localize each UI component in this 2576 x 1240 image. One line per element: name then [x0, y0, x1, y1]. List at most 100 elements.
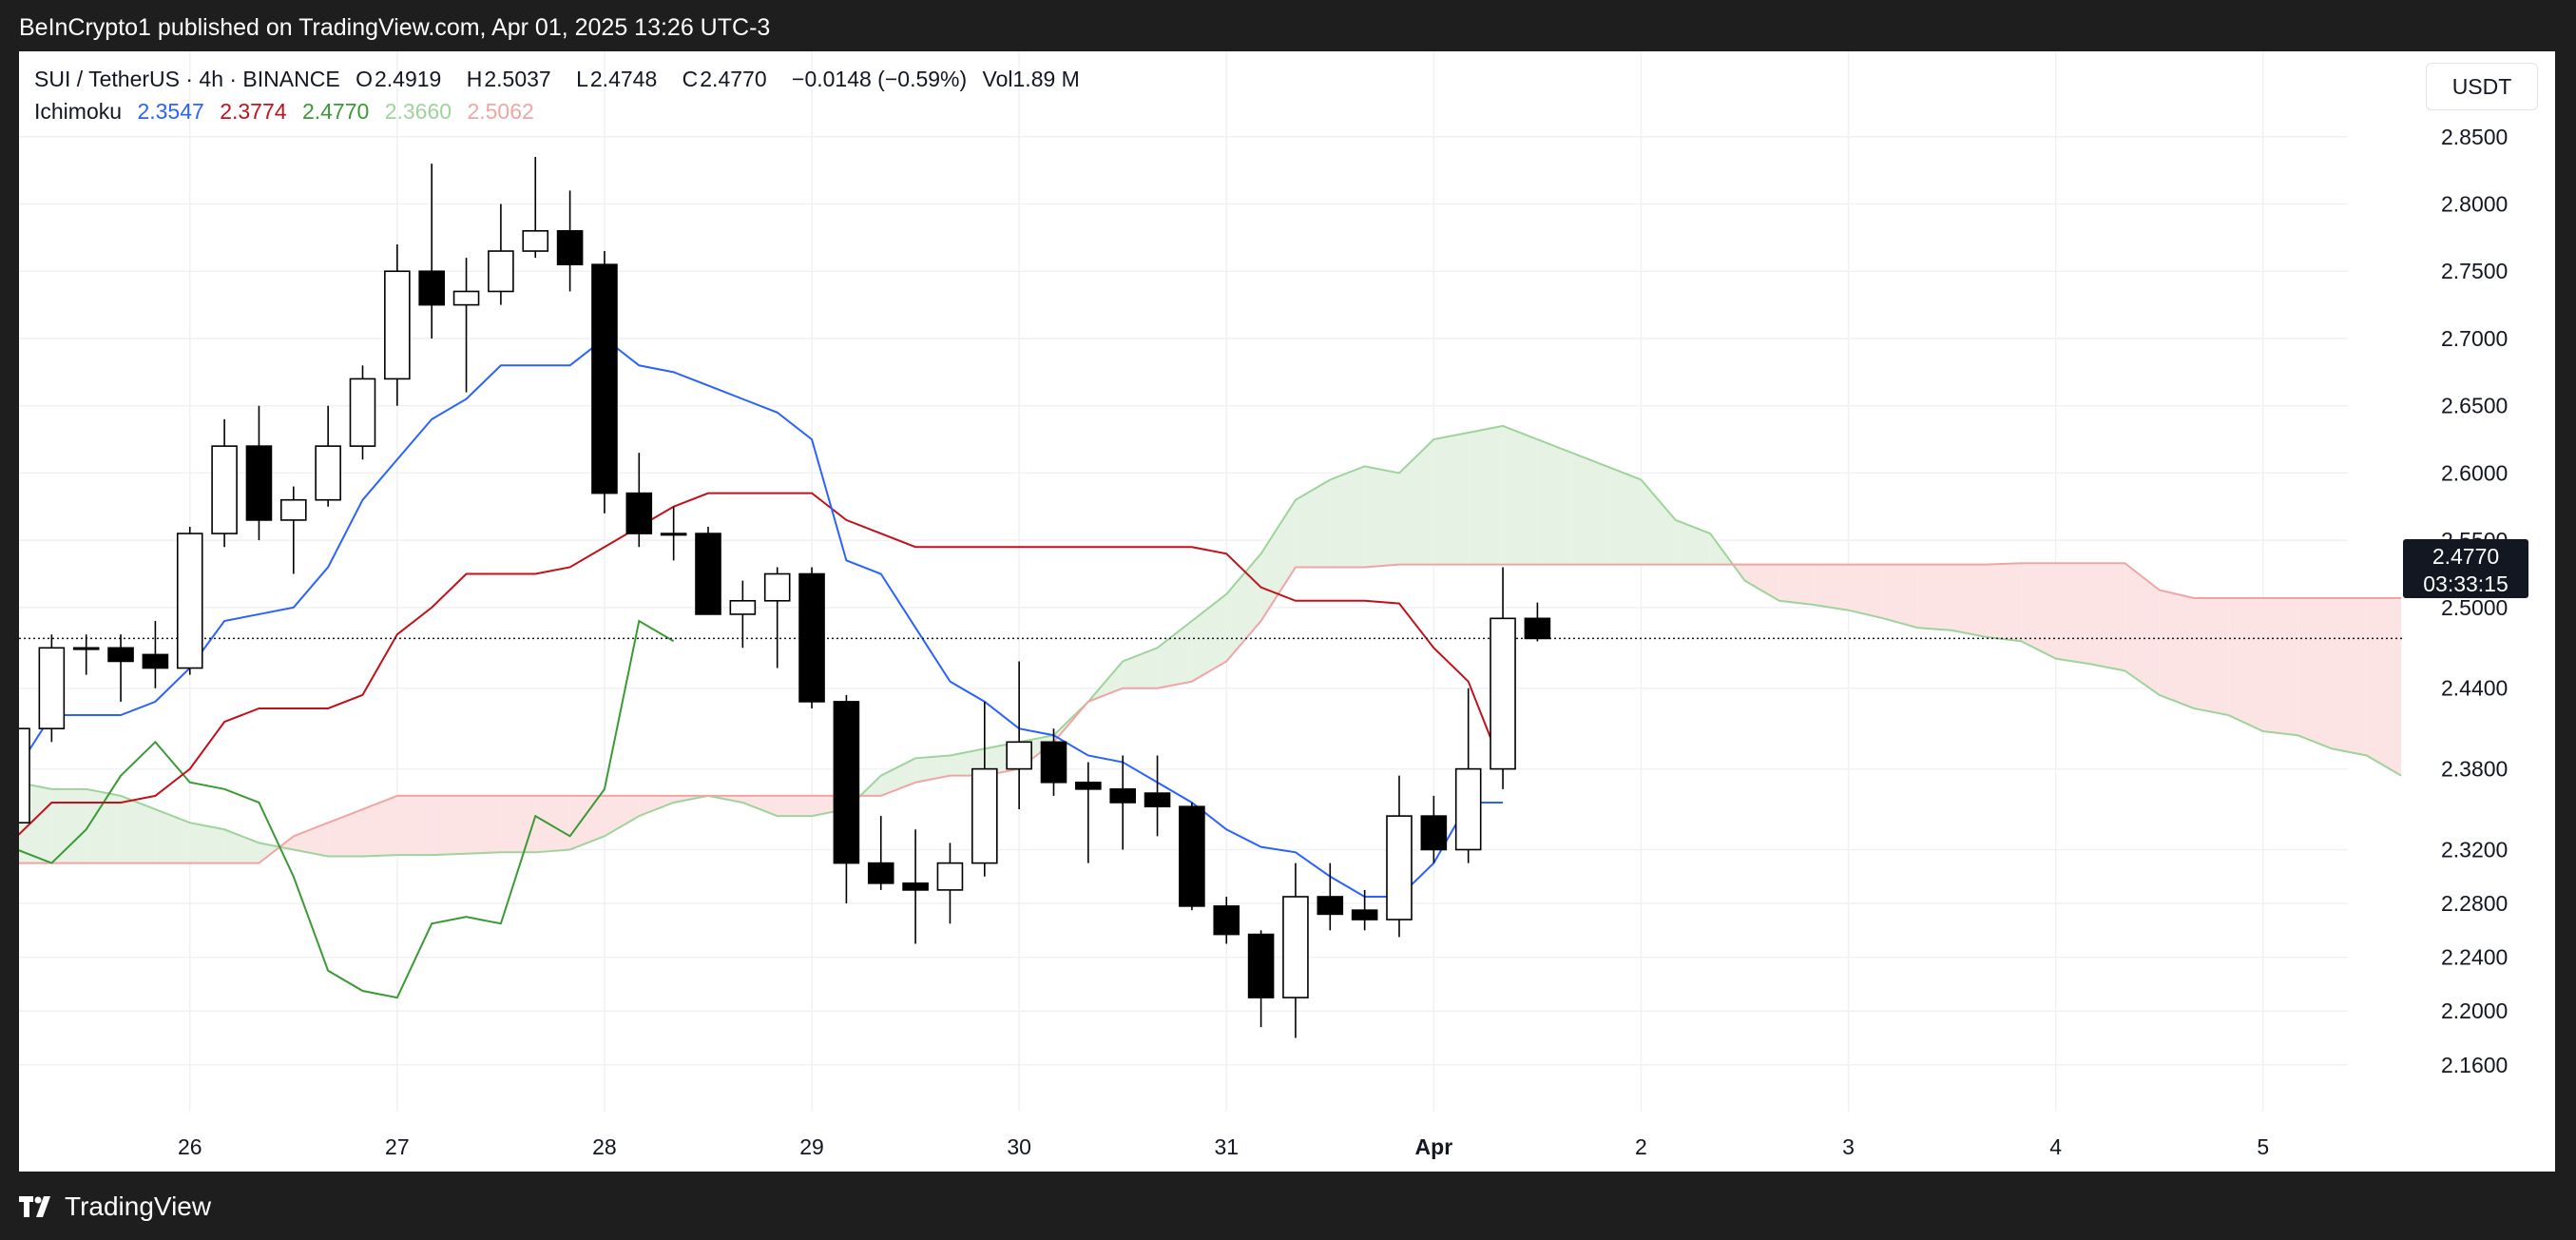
candle-body-down [867, 862, 894, 884]
candle [1075, 762, 1102, 863]
current-price-label: 2.4770 [2432, 544, 2500, 569]
price-chart[interactable]: 2.85002.80002.75002.70002.65002.60002.55… [19, 51, 2555, 1172]
cloud-segment [1882, 564, 1918, 629]
candle-body-up [315, 445, 341, 501]
time-axis-label: 30 [1007, 1134, 1031, 1159]
candle-body-down [1213, 905, 1240, 936]
cloud-segment [1260, 499, 1296, 622]
candle [1454, 688, 1482, 863]
candle [1490, 567, 1516, 789]
candle-body-down [902, 882, 929, 891]
candle [38, 634, 66, 743]
price-axis-label: 2.8000 [2441, 192, 2508, 217]
candle [1351, 889, 1378, 931]
candle-body-down [1420, 815, 1448, 851]
time-axis-label: 27 [385, 1134, 410, 1159]
cloud-segment [1951, 564, 1987, 637]
price-axis-label: 2.6000 [2441, 460, 2508, 485]
candle-countdown: 03:33:15 [2423, 572, 2509, 596]
candle-body-up [1006, 741, 1032, 770]
leading-span-a-line [19, 424, 2402, 858]
cloud-segment [2332, 597, 2367, 756]
tradingview-logo[interactable]: TradingView [19, 1192, 211, 1222]
candle-body-up [19, 727, 30, 823]
ohlc-high: H2.5037 [467, 67, 561, 91]
candle-body-down [695, 533, 721, 615]
time-axis-label: 5 [2257, 1134, 2269, 1159]
candle [72, 634, 100, 675]
candle [1006, 661, 1032, 810]
chart-panel[interactable]: 2.85002.80002.75002.70002.65002.60002.55… [19, 51, 2555, 1172]
close-label: C [682, 67, 699, 91]
time-axis-label: 3 [1842, 1134, 1855, 1159]
currency-selector[interactable]: USDT [2426, 63, 2538, 110]
candle [384, 243, 411, 406]
candle-body-up [38, 647, 66, 729]
candle [1386, 775, 1413, 938]
candle [107, 634, 134, 702]
cloud-segment [1641, 479, 1676, 565]
cloud-segment [328, 809, 363, 857]
cloud-segment [1295, 479, 1331, 568]
time-axis-label: Apr [1415, 1134, 1453, 1159]
cloud-segment [1537, 439, 1572, 565]
conversion-value: 2.3547 [137, 99, 204, 124]
candle-body-up [1386, 815, 1413, 920]
candle-body-down [1351, 909, 1378, 920]
candle [279, 486, 307, 574]
ohlc-open: O2.4919 [356, 67, 451, 91]
tradingview-brand: TradingView [65, 1192, 212, 1221]
price-axis-label: 2.6500 [2441, 394, 2508, 418]
candle [936, 843, 964, 924]
candle [418, 164, 446, 339]
current-price-badge: 2.4770 03:33:15 [2403, 539, 2528, 598]
symbol-name[interactable]: SUI / TetherUS · 4h · BINANCE [34, 67, 340, 91]
candle [211, 418, 238, 548]
symbol-legend: SUI / TetherUS · 4h · BINANCE O2.4919 H2… [34, 67, 1089, 92]
candle [763, 567, 791, 668]
cloud-segment [1191, 593, 1227, 682]
indicator-name[interactable]: Ichimoku [34, 99, 123, 124]
candle-body-down [107, 647, 134, 663]
candle [1282, 862, 1309, 1038]
cloud-segment [1330, 466, 1365, 568]
price-axis-label: 2.7500 [2441, 259, 2508, 283]
candle [556, 190, 584, 292]
candle [1247, 930, 1275, 1028]
cloud-segment [777, 795, 813, 817]
candle [1144, 755, 1171, 837]
candle [176, 527, 203, 675]
cloud-segment [1814, 564, 1849, 610]
time-axis-label: 4 [2049, 1134, 2062, 1159]
tradingview-logo-icon [19, 1196, 50, 1217]
publisher-line: BeInCrypto1 published on TradingView.com… [19, 14, 771, 41]
cloud-segment [1433, 432, 1469, 565]
cloud-segment [1848, 564, 1883, 619]
candle-body-up [1454, 767, 1482, 851]
cloud-segment [432, 795, 467, 856]
cloud-segment [1503, 425, 1538, 565]
candle [867, 816, 894, 890]
candle-body-up [1282, 896, 1309, 998]
candle-body-down [1075, 781, 1102, 790]
cloud-segment [51, 788, 87, 863]
cloud-segment [1226, 553, 1261, 662]
candle [1040, 728, 1067, 796]
volume-value: Vol1.89 M [982, 67, 1080, 91]
cloud-segment [2124, 563, 2160, 695]
cloud-segment [466, 795, 501, 854]
conversion-line [19, 337, 1504, 898]
candle [245, 405, 273, 541]
cloud-segment [1917, 564, 1952, 630]
candle-body-up [384, 270, 411, 380]
open-value: 2.4919 [374, 67, 442, 91]
candle [142, 621, 169, 688]
candle [625, 453, 653, 548]
candle-body-down [833, 701, 860, 864]
price-axis-label: 2.3200 [2441, 837, 2508, 862]
candle-body-up [176, 533, 203, 669]
cloud-segment [500, 795, 536, 853]
candle-body-down [1144, 792, 1171, 808]
cloud-segment [121, 795, 156, 863]
ohlc-low: L2.4748 [576, 67, 666, 91]
